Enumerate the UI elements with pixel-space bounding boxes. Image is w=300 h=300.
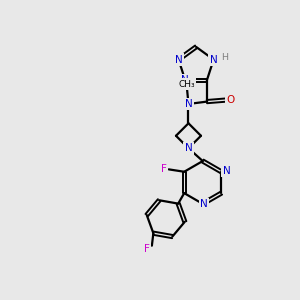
Text: H: H [221, 53, 228, 62]
Text: N: N [223, 166, 230, 176]
Text: F: F [144, 244, 149, 254]
Text: N: N [210, 55, 218, 64]
Text: N: N [184, 143, 192, 153]
Text: N: N [182, 75, 189, 85]
Text: F: F [161, 164, 167, 174]
Text: N: N [184, 99, 192, 109]
Text: N: N [175, 55, 182, 64]
Text: CH₃: CH₃ [179, 80, 195, 88]
Text: O: O [226, 95, 235, 105]
Text: N: N [200, 199, 208, 209]
